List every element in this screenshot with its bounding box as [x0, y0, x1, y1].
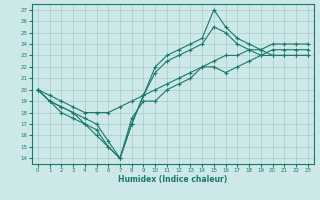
X-axis label: Humidex (Indice chaleur): Humidex (Indice chaleur): [118, 175, 228, 184]
